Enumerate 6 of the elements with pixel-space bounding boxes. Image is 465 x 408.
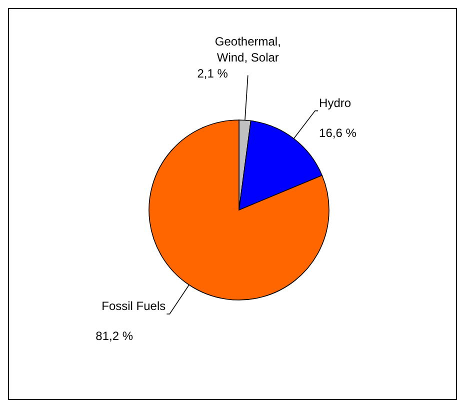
data-label: 16,6 % [319, 126, 357, 140]
data-label: 2,1 % [197, 66, 228, 80]
data-label: 81,2 % [96, 329, 134, 343]
slice-label: Hydro [319, 96, 352, 110]
slice-label: Geothermal, Wind, Solar [214, 34, 281, 64]
slice-label: Fossil Fuels [102, 299, 166, 313]
